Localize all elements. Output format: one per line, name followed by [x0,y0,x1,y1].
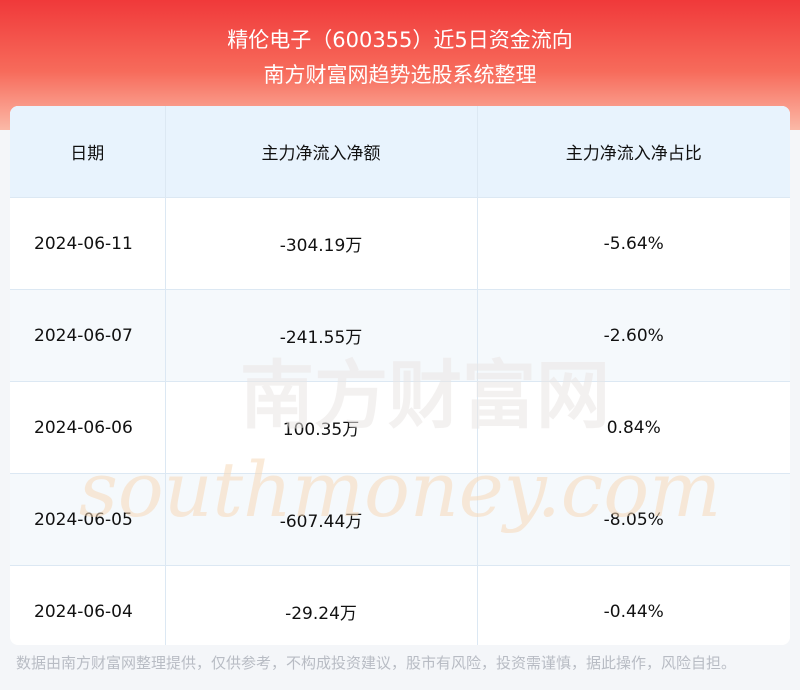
table-cell: -607.44万 [165,473,478,566]
table-cell: -304.19万 [165,197,478,290]
table-cell: -8.05% [477,473,790,566]
table-cell: -5.64% [477,197,790,290]
flow-table: 日期 主力净流入净额 主力净流入净占比 2024-06-11 -304.19万 -5.6… [10,106,790,645]
table-cell: -0.44% [477,565,790,645]
table-row: 2024-06-04 -29.24万 -0.44% [10,565,790,645]
subtitle: 南方财富网趋势选股系统整理 [263,63,537,87]
table-cell: 2024-06-05 [10,473,166,566]
title: 精伦电子（600355）近5日资金流向 [227,28,573,52]
table-cell: 0.84% [477,381,790,474]
table-cell: 2024-06-04 [10,565,166,645]
table-cell: 2024-06-06 [10,381,166,474]
table-row: 2024-06-05 -607.44万 -8.05% [10,473,790,566]
column-header: 主力净流入净占比 [477,106,790,198]
column-header: 主力净流入净额 [165,106,478,198]
table-cell: 2024-06-11 [10,197,166,290]
column-header: 日期 [10,106,166,198]
table-row: 2024-06-11 -304.19万 -5.64% [10,197,790,290]
table-cell: 100.35万 [165,381,478,474]
table-card: 日期 主力净流入净额 主力净流入净占比 2024-06-11 -304.19万 -5.6… [10,106,790,645]
table-cell: -241.55万 [165,289,478,382]
disclaimer: 数据由南方财富网整理提供，仅供参考，不构成投资建议，股市有风险，投资需谨慎，据此… [16,654,737,672]
table-cell: 2024-06-07 [10,289,166,382]
table-cell: -29.24万 [165,565,478,645]
table-cell: -2.60% [477,289,790,382]
table-body: 2024-06-11 -304.19万 -5.64% 2024-06-07 -241.5… [10,197,790,645]
table-row: 2024-06-06 100.35万 0.84% [10,381,790,474]
table-row: 2024-06-07 -241.55万 -2.60% [10,289,790,382]
header-row: 日期 主力净流入净额 主力净流入净占比 [10,106,790,198]
